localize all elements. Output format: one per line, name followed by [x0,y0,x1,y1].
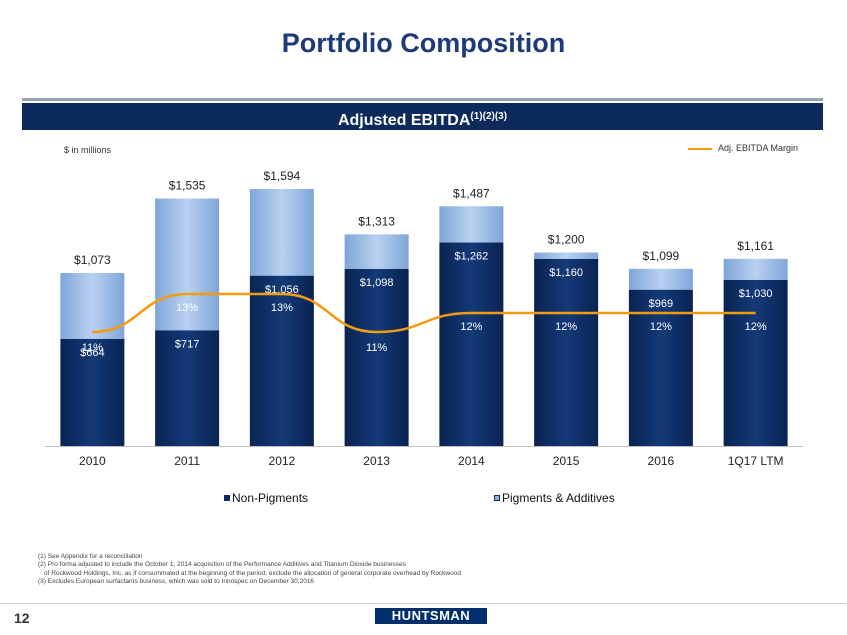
label-total-2013: $1,313 [358,214,395,228]
bar-non-pigments-2012 [249,275,314,446]
banner-footnote-ref: (1)(2)(3) [470,111,508,122]
label-non-pigments-2010: $664 [80,347,104,359]
margin-line [92,292,756,334]
footnote-1: (1) See Appendix for a reconciliation [38,553,143,560]
bar-pigments-2015 [534,252,599,259]
label-margin-1Q17 LTM: 12% [745,321,767,333]
page-number: 12 [14,610,30,626]
bar-non-pigments-2010 [60,338,125,446]
legend-label-pigments: Pigments & Additives [502,491,615,505]
bar-non-pigments-1Q17 LTM [723,279,788,446]
label-total-2011: $1,535 [169,179,206,193]
x-tick-2015: 2015 [553,454,580,468]
x-tick-2016: 2016 [648,454,675,468]
legend-label-non-pigments: Non-Pigments [232,491,309,505]
footnote-3: (3) Excludes European surfactants busine… [38,577,315,585]
legend-margin-line: Adj. EBITDA Margin [688,143,798,153]
footnote-2: (2) Pro forma adjusted to include the Oc… [38,561,406,569]
legend-item-pigments: Pigments & Additives [494,491,615,505]
bar-pigments-2013 [344,234,409,269]
bar-non-pigments-2015 [534,258,599,446]
label-non-pigments-2015: $1,160 [549,267,583,279]
label-non-pigments-2014: $1,262 [455,251,489,263]
footer-divider [0,603,847,604]
label-margin-2010: 11% [82,342,103,354]
label-total-2012: $1,594 [264,169,301,183]
bar-pigments-2011 [155,198,220,331]
company-logo: HUNTSMAN [375,608,487,624]
bar-pigments-2014 [439,206,504,243]
label-total-2014: $1,487 [453,186,490,200]
legend-swatch-pigments [494,495,500,501]
label-total-2016: $1,099 [643,249,680,263]
label-margin-2011: 13% [176,302,198,314]
margin-line-swatch [688,147,712,150]
units-note: $ in millions [64,145,112,155]
label-non-pigments-2011: $717 [175,338,199,350]
bar-pigments-2016 [628,268,693,290]
legend-item-non-pigments: Non-Pigments [224,491,308,505]
label-non-pigments-2013: $1,098 [360,277,394,289]
header-divider [22,98,823,101]
legend-swatch-non-pigments [224,495,230,501]
label-margin-2015: 12% [555,321,577,333]
x-tick-2014: 2014 [458,454,485,468]
label-margin-2014: 12% [460,321,482,333]
bar-pigments-1Q17 LTM [723,258,788,280]
margin-legend-label: Adj. EBITDA Margin [718,143,799,153]
x-tick-2011: 2011 [174,454,200,468]
bar-non-pigments-2016 [628,289,693,446]
label-non-pigments-1Q17 LTM: $1,030 [739,288,773,300]
bar-pigments-2012 [249,189,314,276]
chart-banner: Adjusted EBITDA(1)(2)(3) [22,103,823,130]
label-total-2015: $1,200 [548,233,585,247]
x-tick-2010: 2010 [79,454,106,468]
label-total-1Q17 LTM: $1,161 [737,239,774,253]
label-total-2010: $1,073 [74,253,111,267]
x-tick-2013: 2013 [363,454,390,468]
label-margin-2012: 13% [271,302,293,314]
footnotes: (1) See Appendix for a reconciliation (2… [38,553,461,586]
ebitda-chart: $664$1,0732010$717$1,5352011$1,056$1,594… [45,169,803,468]
bar-non-pigments-2014 [439,242,504,446]
label-margin-2013: 11% [366,342,387,354]
x-tick-2012: 2012 [269,454,296,468]
banner-title: Adjusted EBITDA [337,112,471,129]
label-non-pigments-2016: $969 [649,298,673,310]
x-tick-1Q17 LTM: 1Q17 LTM [728,454,784,468]
footnote-2-continued: of Rockwood Holdings, Inc. as if consumm… [44,569,461,577]
bar-non-pigments-2011 [155,330,220,446]
bar-non-pigments-2013 [344,268,409,446]
page-title: Portfolio Composition [281,28,566,58]
label-margin-2016: 12% [650,321,672,333]
